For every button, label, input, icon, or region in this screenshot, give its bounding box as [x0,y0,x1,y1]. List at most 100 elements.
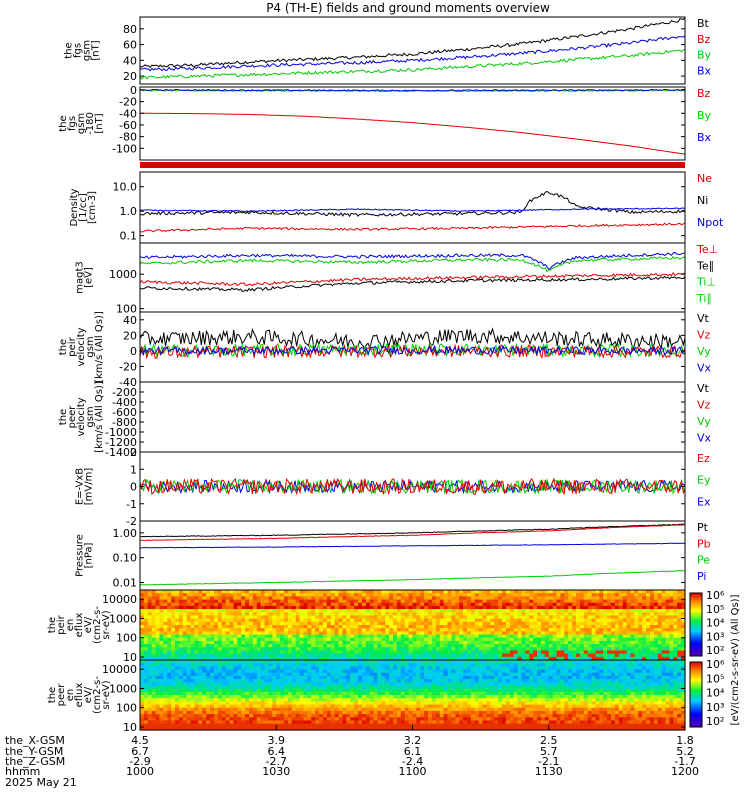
heatmap-cell [272,612,277,617]
heatmap-cell [381,609,386,613]
heatmap-cell [369,625,375,629]
heatmap-cell [276,717,281,722]
heatmap-cell [400,644,406,648]
heatmap-cell [517,609,523,613]
heatmap-cell [412,688,417,693]
heatmap-cell [665,609,671,613]
heatmap-cell [268,669,273,674]
series-ti [139,255,686,273]
heatmap-cell [579,628,585,632]
heatmap-cell [552,599,558,604]
heatmap-cell [198,726,203,731]
heatmap-cell [630,615,635,620]
heatmap-cell [272,701,277,706]
heatmap-cell [389,625,394,629]
heatmap-cell [338,618,344,623]
heatmap-cell [194,660,199,664]
heatmap-cell [587,625,593,629]
heatmap-cell [268,698,273,702]
heatmap-cell [334,656,340,661]
heatmap-cell [268,625,273,629]
heatmap-cell [163,691,168,696]
heatmap-cell [428,685,433,690]
heatmap-cell [167,628,172,632]
heatmap-cell [315,605,320,610]
heatmap-cell [206,602,211,607]
heatmap-cell [435,605,441,610]
heatmap-cell [315,621,320,626]
heatmap-cell [424,621,429,626]
heatmap-cell [646,602,651,607]
heatmap-cell [268,634,273,639]
heatmap-cell [607,656,612,661]
heatmap-cell [412,698,417,702]
heatmap-cell [649,637,655,642]
heatmap-cell [249,688,254,693]
heatmap-cell [498,602,503,607]
heatmap-cell [311,602,316,607]
heatmap-cell [665,653,671,658]
heatmap-cell [587,593,593,597]
heatmap-cell [155,710,161,715]
heatmap-cell [525,656,530,661]
heatmap-cell [665,621,671,626]
heatmap-cell [260,710,266,715]
heatmap-cell [163,637,168,642]
heatmap-cell [412,723,417,728]
heatmap-cell [217,698,223,702]
heatmap-cell [385,707,390,712]
heatmap-cell [276,701,281,706]
heatmap-cell [509,599,515,604]
y-tick-label: -100 [112,142,137,155]
heatmap-cell [431,640,437,645]
heatmap-cell [505,631,511,636]
heatmap-cell [669,605,674,610]
heatmap-cell [346,615,351,620]
heatmap-cell [319,682,324,687]
heatmap-cell [342,660,347,664]
heatmap-cell [653,618,659,623]
heatmap-cell [443,653,449,658]
heatmap-cell [661,650,667,655]
heatmap-cell [389,634,394,639]
heatmap-cell [245,625,250,629]
heatmap-cell [548,647,554,652]
heatmap-cell [377,602,382,607]
heatmap-cell [280,618,285,623]
heatmap-cell [677,653,682,658]
heatmap-cell [326,695,332,699]
heatmap-cell [163,675,168,680]
heatmap-cell [389,621,394,626]
legend-entry: Ex [697,495,711,508]
heatmap-cell [529,596,534,601]
heatmap-cell [385,612,390,617]
heatmap-cell [346,625,351,629]
heatmap-cell [334,653,340,658]
heatmap-cell [474,653,480,658]
heatmap-cell [280,723,285,728]
heatmap-cell [319,615,324,620]
heatmap-cell [151,615,157,620]
heatmap-cell [178,707,184,712]
heatmap-cell [587,631,593,636]
heatmap-cell [206,663,211,667]
heatmap-cell [365,701,371,706]
heatmap-cell [322,723,328,728]
heatmap-cell [548,631,554,636]
heatmap-cell [272,609,277,613]
heatmap-cell [611,612,616,617]
heatmap-cell [342,602,347,607]
heatmap-cell [287,672,293,677]
heatmap-cell [661,656,667,661]
heatmap-cell [646,653,651,658]
heatmap-cell [393,672,398,677]
heatmap-cell [330,726,336,731]
heatmap-cell [217,599,223,604]
heatmap-cell [385,656,390,661]
heatmap-cell [408,631,414,636]
heatmap-cell [256,590,262,594]
heatmap-cell [155,609,161,613]
heatmap-cell [626,596,632,601]
heatmap-cell [544,602,550,607]
heatmap-cell [622,653,628,658]
